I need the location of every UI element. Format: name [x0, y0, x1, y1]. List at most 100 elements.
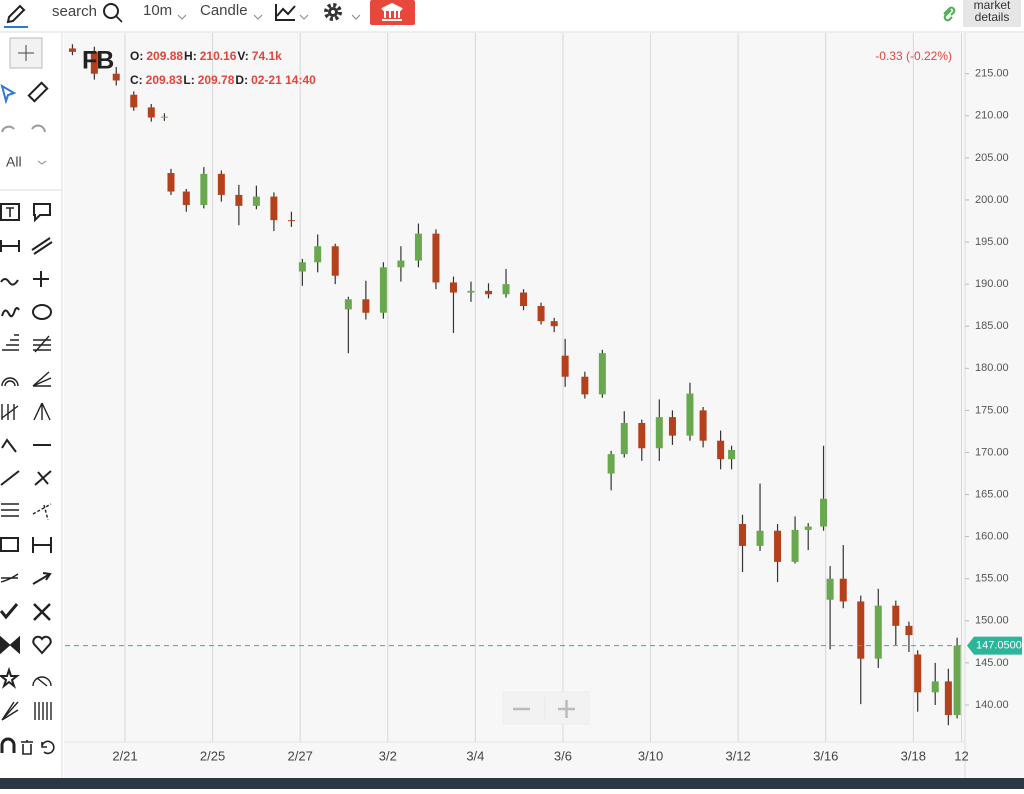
y-tick-label: 170.00 — [975, 446, 1009, 458]
interval-select[interactable]: 10m — [143, 2, 172, 19]
y-tick-label: 175.00 — [975, 404, 1009, 416]
candle-body — [270, 196, 278, 221]
y-tick-label: 190.00 — [975, 278, 1009, 290]
candle-body — [432, 233, 440, 283]
dropdown-arrow — [37, 160, 47, 165]
x-tick-label: 2/25 — [200, 748, 225, 763]
plot: 2/21 2/25 2/27 3/2 3/4 3/6 3/10 3/12 3/16 3/18 12 1… — [65, 33, 1022, 763]
candle-body — [252, 196, 260, 206]
candle-body — [331, 246, 339, 276]
legend-value: 02-21 14:40 — [251, 73, 316, 87]
x-tick-label: 3/2 — [379, 748, 397, 763]
ruler-tool[interactable] — [27, 81, 49, 103]
indicators-button[interactable] — [275, 4, 296, 21]
candle-body — [826, 578, 834, 600]
candle-body — [953, 645, 961, 716]
candle-body — [414, 233, 422, 261]
cursor-tool[interactable] — [0, 83, 17, 105]
candle-body — [857, 601, 865, 659]
candle-body — [200, 173, 208, 206]
y-tick-label: 155.00 — [975, 573, 1009, 585]
candle-body — [655, 417, 663, 449]
candle-body — [314, 246, 322, 263]
y-tick-label: 185.00 — [975, 320, 1009, 332]
undo-button[interactable] — [1, 125, 15, 133]
x-tick-label: 3/4 — [466, 748, 484, 763]
settings-button[interactable] — [324, 3, 342, 21]
zoom-controls[interactable] — [502, 691, 590, 725]
candle-body — [791, 529, 799, 562]
candle-body — [581, 376, 589, 395]
candle-body — [344, 299, 352, 310]
link-icon[interactable] — [943, 6, 956, 22]
y-tick-label: 165.00 — [975, 488, 1009, 500]
candle-body — [217, 173, 225, 195]
legend-label: H: — [184, 49, 197, 63]
candle-body — [130, 94, 138, 108]
legend-label: V: — [237, 49, 248, 63]
tool-filter[interactable]: All — [6, 154, 22, 170]
broker-button[interactable] — [370, 0, 415, 25]
candle-body — [485, 290, 493, 295]
candle-body — [550, 321, 558, 327]
candle-body — [362, 299, 370, 313]
y-tick-label: 205.00 — [975, 152, 1009, 164]
ohlc-legend: O: 209.88 H: 210.16 V: 74.1k C: 209.83 L: 209.78 D… — [130, 49, 316, 87]
candle-body — [717, 440, 725, 460]
pencil-button[interactable] — [4, 4, 28, 28]
y-tick-label: 210.00 — [975, 110, 1009, 122]
search-input[interactable]: search — [52, 3, 97, 20]
chart-style-select[interactable]: Candle — [200, 2, 248, 19]
candle-body — [668, 417, 676, 436]
legend-label: L: — [183, 73, 194, 87]
candle-body — [820, 498, 828, 527]
candle-body — [699, 410, 707, 441]
candle-body — [147, 107, 155, 118]
bottom-tools[interactable] — [0, 737, 55, 755]
candle-body — [287, 220, 295, 222]
price-change: -0.33 (-0.22%) — [875, 49, 952, 63]
candle-body — [112, 73, 120, 81]
x-tick-label: 12 — [954, 748, 968, 763]
candle-body — [756, 530, 764, 546]
last-price-label: 147.0500 — [976, 640, 1022, 652]
candle-body — [686, 393, 694, 436]
legend-label: C: — [130, 73, 143, 87]
dropdown-arrow — [299, 14, 309, 20]
crosshair-button[interactable] — [9, 37, 43, 69]
candle-body — [607, 454, 615, 474]
candle-body — [502, 284, 510, 295]
candle-body — [68, 48, 76, 52]
candle-body — [874, 605, 882, 659]
y-tick-label: 200.00 — [975, 194, 1009, 206]
candle-body — [520, 292, 528, 307]
chart-panel — [64, 33, 1024, 778]
legend-value: 210.16 — [200, 49, 237, 63]
x-tick-label: 2/27 — [288, 748, 313, 763]
y-tick-label: 180.00 — [975, 362, 1009, 374]
candle-body — [167, 173, 175, 192]
drawing-tools[interactable] — [0, 203, 53, 721]
dropdown-arrow — [351, 14, 361, 20]
redo-button[interactable] — [31, 124, 46, 133]
x-tick-label: 2/21 — [112, 748, 137, 763]
legend-label: O: — [130, 49, 143, 63]
candle-body — [804, 526, 812, 530]
candle-body — [774, 530, 782, 562]
y-tick-label: 195.00 — [975, 236, 1009, 248]
candle-body — [739, 524, 747, 546]
candle-body — [160, 116, 168, 118]
legend-value: 209.83 — [146, 73, 183, 87]
market-details-button[interactable]: market details — [963, 0, 1021, 27]
y-tick-label: 140.00 — [975, 699, 1009, 711]
candle-body — [931, 681, 939, 693]
last-price-tag — [967, 636, 1022, 655]
candle-body — [944, 681, 952, 716]
dropdown-arrow — [177, 14, 187, 20]
candle-body — [905, 625, 913, 636]
symbol: FB — [82, 47, 113, 75]
search-icon[interactable] — [103, 3, 123, 23]
candle-body — [620, 423, 628, 455]
candle-body — [182, 191, 190, 206]
